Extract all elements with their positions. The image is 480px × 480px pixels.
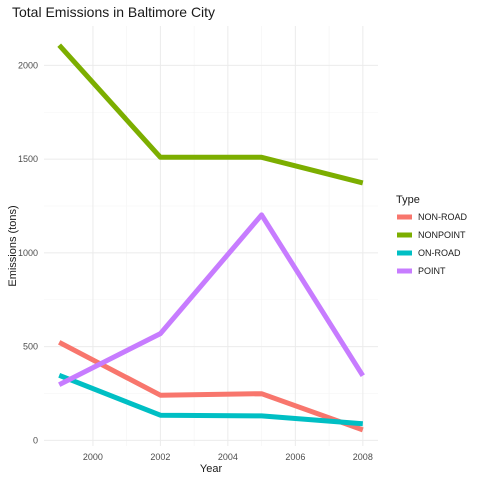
y-tick-label: 1500 <box>18 154 38 164</box>
series-line-non-road <box>58 340 364 433</box>
x-axis-ticks: 2000 2002 2004 2006 2008 <box>83 452 373 462</box>
x-axis-title: Year <box>200 463 223 475</box>
legend-items: NON-ROAD NONPOINT ON-ROAD POINT <box>397 212 467 276</box>
x-tick-label: 2004 <box>218 452 238 462</box>
plot-grid <box>44 26 378 446</box>
x-tick-label: 2002 <box>150 452 170 462</box>
legend: Type NON-ROAD NONPOINT ON-ROAD POINT <box>396 194 467 276</box>
x-tick-label: 2006 <box>285 452 305 462</box>
y-axis-ticks: 0 500 1000 1500 2000 <box>18 60 38 445</box>
legend-label-non-road: NON-ROAD <box>418 212 467 222</box>
chart-title: Total Emissions in Baltimore City <box>12 4 215 20</box>
series-line-on-road <box>58 372 363 427</box>
series-line-point <box>58 212 365 387</box>
legend-label-nonpoint: NONPOINT <box>418 230 466 240</box>
y-tick-label: 0 <box>33 435 38 445</box>
x-tick-label: 2008 <box>353 452 373 462</box>
legend-label-point: POINT <box>418 266 446 276</box>
legend-title: Type <box>396 194 420 206</box>
series-layer <box>57 43 365 433</box>
legend-label-on-road: ON-ROAD <box>418 248 461 258</box>
x-tick-label: 2000 <box>83 452 103 462</box>
y-tick-label: 500 <box>23 342 38 352</box>
series-line-nonpoint <box>57 43 364 186</box>
y-tick-label: 2000 <box>18 60 38 70</box>
y-tick-label: 1000 <box>18 248 38 258</box>
y-axis-title: Emissions (tons) <box>7 205 19 286</box>
